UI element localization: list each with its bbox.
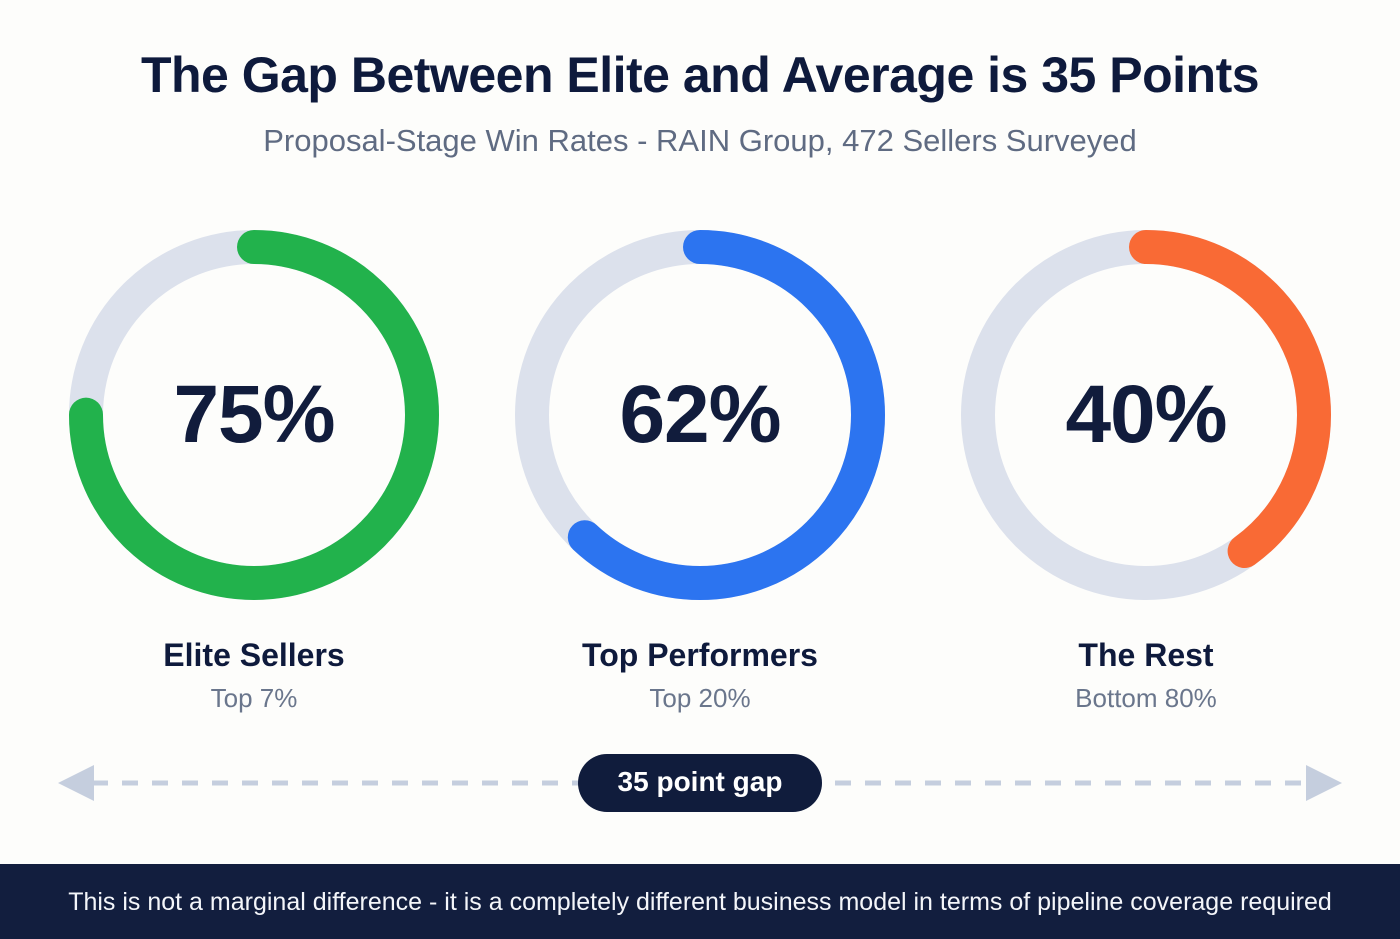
footer-banner: This is not a marginal difference - it i…	[0, 864, 1400, 939]
arrow-right-icon	[1306, 765, 1342, 801]
donut-label-elite-sellers: Elite Sellers	[163, 637, 345, 673]
donut-chart-the-rest: 40%	[946, 215, 1346, 615]
page-subtitle: Proposal-Stage Win Rates - RAIN Group, 4…	[263, 123, 1137, 158]
arrow-left-icon	[58, 765, 94, 801]
donut-chart-row: 75% Elite Sellers Top 7% 62% Top Perform…	[0, 215, 1400, 714]
donut-card-the-rest: 40% The Rest Bottom 80%	[923, 215, 1369, 714]
donut-label-the-rest: The Rest	[1078, 637, 1214, 673]
donut-chart-top-performers: 62%	[500, 215, 900, 615]
donut-svg-the-rest	[961, 230, 1331, 600]
donut-card-top-performers: 62% Top Performers Top 20%	[477, 215, 923, 714]
donut-value-the-rest: 40%	[1065, 369, 1227, 460]
donut-svg-elite-sellers	[69, 230, 439, 600]
gap-indicator: 35 point gap	[0, 752, 1400, 814]
donut-sublabel-the-rest: Bottom 80%	[1075, 682, 1217, 713]
gap-arrow-line	[58, 765, 1342, 801]
donut-arc-top-performers	[515, 230, 885, 600]
donut-svg-top-performers	[515, 230, 885, 600]
page-title: The Gap Between Elite and Average is 35 …	[140, 47, 1260, 103]
donut-arc-the-rest	[961, 230, 1331, 600]
donut-value-top-performers: 62%	[619, 369, 781, 460]
donut-chart-elite-sellers: 75%	[54, 215, 454, 615]
donut-value-elite-sellers: 75%	[173, 369, 335, 460]
donut-card-elite-sellers: 75% Elite Sellers Top 7%	[31, 215, 477, 714]
footer-text: This is not a marginal difference - it i…	[68, 887, 1332, 916]
donut-sublabel-elite-sellers: Top 7%	[210, 682, 298, 713]
donut-label-top-performers: Top Performers	[582, 637, 818, 673]
donut-sublabel-top-performers: Top 20%	[649, 682, 751, 713]
gap-pill-label: 35 point gap	[577, 754, 823, 812]
header: The Gap Between Elite and Average is 35 …	[0, 0, 1400, 158]
donut-arc-elite-sellers	[69, 230, 439, 600]
